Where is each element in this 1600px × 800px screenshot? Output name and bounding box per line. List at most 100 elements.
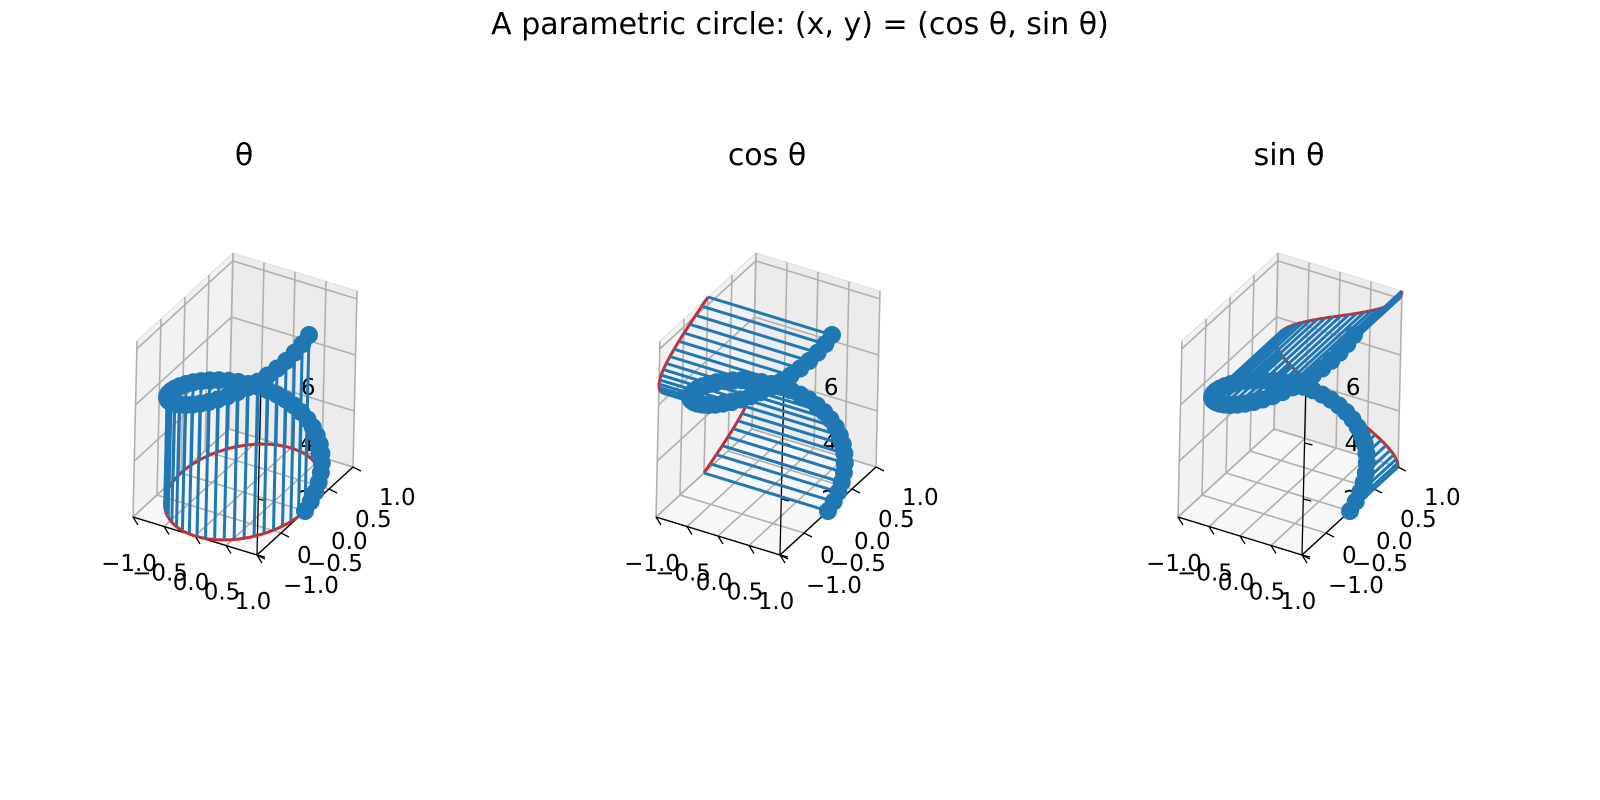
stem-line	[296, 344, 304, 517]
stem-line	[721, 444, 843, 484]
x-tick-mark	[1239, 535, 1246, 545]
x-tick-mark	[686, 526, 693, 535]
stem-line	[737, 419, 845, 455]
subplot-title: cos θ	[728, 138, 806, 173]
x-tick-label: 0.5	[204, 580, 241, 606]
y-tick-mark	[352, 466, 362, 472]
stem-line	[683, 331, 801, 370]
x-tick-mark	[225, 545, 232, 554]
y-tick-label: −1.0	[283, 573, 339, 599]
y-tick-label: 0.5	[355, 507, 392, 533]
stem-line	[709, 462, 835, 504]
z-axis-line	[256, 378, 262, 556]
stem-line	[1229, 316, 1327, 407]
stem-marker	[823, 326, 841, 344]
stem-line	[204, 401, 211, 539]
stem-line	[732, 427, 846, 465]
grid-line-z	[136, 260, 358, 350]
y-tick-mark	[280, 532, 290, 538]
x-tick-mark	[1208, 526, 1215, 535]
x-tick-mark	[163, 526, 170, 535]
z-tick-label: 0	[297, 543, 312, 569]
z-tick-label: 0	[820, 543, 835, 569]
grid-line-z	[655, 428, 877, 518]
z-tick-label: 6	[1346, 375, 1361, 401]
y-tick-label: −0.5	[830, 551, 886, 577]
stem-line	[678, 339, 792, 377]
z-tick-label: 0	[1342, 543, 1357, 569]
x-tick-mark	[779, 554, 786, 564]
z-tick-mark	[1303, 498, 1312, 502]
z-tick-mark	[781, 498, 790, 502]
stem-line	[213, 399, 220, 540]
z-axis-line	[1301, 378, 1307, 556]
y-tick-label: 0.0	[854, 529, 891, 555]
x-tick-label: 0.0	[696, 570, 733, 596]
y-tick-label: −1.0	[1328, 573, 1384, 599]
x-tick-label: 0.5	[727, 580, 764, 606]
stem-line	[232, 392, 239, 540]
y-tick-mark	[851, 488, 861, 494]
x-tick-label: −0.5	[655, 561, 711, 587]
stem-line	[289, 352, 297, 522]
grid-line-z	[1181, 260, 1403, 350]
stem-line	[166, 402, 173, 518]
stem-line	[281, 360, 288, 527]
y-tick-label: −0.5	[1352, 551, 1408, 577]
x-tick-label: −0.5	[132, 561, 188, 587]
x-tick-label: −1.0	[1146, 551, 1202, 577]
x-tick-label: −0.5	[1177, 561, 1233, 587]
z-tick-mark	[1301, 554, 1311, 558]
y-tick-label: 0.5	[878, 507, 915, 533]
stem-line	[242, 387, 250, 539]
y-tick-mark	[1397, 466, 1407, 472]
x-tick-mark	[655, 516, 662, 526]
subplot-title: θ	[235, 138, 253, 173]
x-tick-label: 0.5	[1249, 580, 1286, 606]
stem-line	[175, 404, 181, 527]
y-tick-label: −0.5	[307, 551, 363, 577]
y-tick-label: 0.0	[331, 529, 368, 555]
stem-line	[689, 322, 810, 363]
z-tick-mark	[256, 554, 266, 558]
stem-line	[262, 375, 270, 534]
stem-line	[170, 403, 176, 523]
stem-line	[222, 396, 229, 540]
stem-line	[1243, 314, 1343, 405]
x-tick-mark	[717, 535, 724, 545]
x-tick-mark	[1177, 516, 1184, 526]
x-tick-mark	[132, 516, 139, 526]
stem-line	[180, 404, 187, 531]
subplot-2: −1.0−0.50.00.51.0−1.0−0.50.00.51.00246co…	[624, 138, 939, 615]
stem-line	[1236, 315, 1335, 406]
subplot-3: −1.0−0.50.00.51.0−1.0−0.50.00.51.00246si…	[1146, 138, 1461, 615]
stem-line	[707, 295, 833, 337]
grid-line-z	[1177, 428, 1399, 518]
y-tick-label: 1.0	[902, 485, 939, 511]
figure-suptitle: A parametric circle: (x, y) = (cos θ, si…	[491, 7, 1109, 42]
stem-line	[695, 313, 819, 355]
z-tick-label: 6	[824, 375, 839, 401]
x-tick-label: 1.0	[1280, 589, 1317, 615]
z-tick-mark	[779, 554, 789, 558]
stem-line	[187, 404, 194, 535]
y-tick-label: 0.5	[1400, 507, 1437, 533]
x-tick-mark	[748, 545, 755, 554]
y-tick-label: 1.0	[379, 485, 416, 511]
x-tick-label: −1.0	[624, 551, 680, 577]
subplot-1: −1.0−0.50.00.51.0−1.0−0.50.00.51.00246θ	[101, 138, 416, 615]
stem-marker	[300, 326, 318, 344]
stem-line	[727, 435, 845, 475]
x-tick-mark	[256, 554, 263, 564]
x-tick-label: 0.0	[1218, 570, 1255, 596]
x-tick-label: 0.0	[173, 570, 210, 596]
x-tick-label: 1.0	[758, 589, 795, 615]
x-tick-label: 1.0	[235, 589, 272, 615]
y-tick-mark	[803, 532, 813, 538]
stem-line	[195, 403, 202, 537]
stem-line	[745, 405, 841, 437]
stem-line	[164, 400, 170, 512]
stem-line	[252, 381, 260, 537]
y-tick-mark	[328, 488, 338, 494]
